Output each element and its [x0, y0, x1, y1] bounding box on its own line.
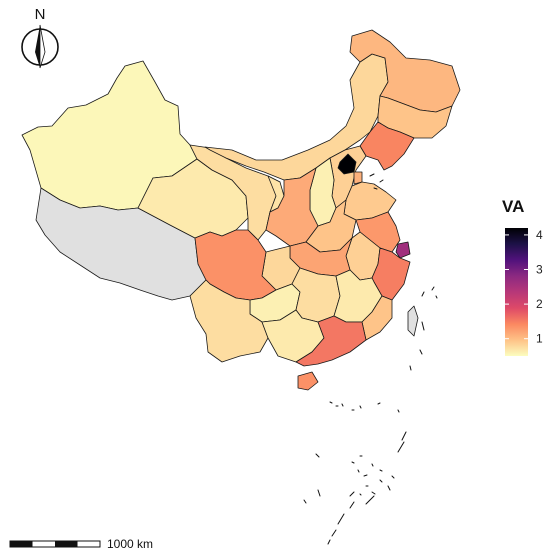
scale-bar: 1000 km [9, 537, 153, 551]
province-layer [21, 29, 461, 391]
region-guangdong [295, 315, 367, 367]
legend-title: VA [502, 197, 524, 216]
legend: VA 1 2 3 4 [502, 197, 543, 356]
region-taiwan [407, 305, 419, 337]
region-shanghai [395, 241, 411, 259]
legend-tick-label: 2 [536, 297, 543, 311]
legend-ticks: 1 2 3 4 [505, 228, 543, 346]
islands-layer [303, 173, 438, 545]
north-label: N [35, 6, 46, 23]
region-hainan [297, 371, 319, 391]
north-arrow-icon: N [21, 6, 59, 69]
legend-tick-label: 3 [536, 263, 543, 277]
region-fujian [361, 295, 393, 341]
scale-bar-label: 1000 km [107, 537, 153, 551]
legend-tick-label: 4 [536, 228, 543, 242]
legend-color-bar [505, 228, 528, 356]
legend-tick-label: 1 [536, 332, 543, 346]
